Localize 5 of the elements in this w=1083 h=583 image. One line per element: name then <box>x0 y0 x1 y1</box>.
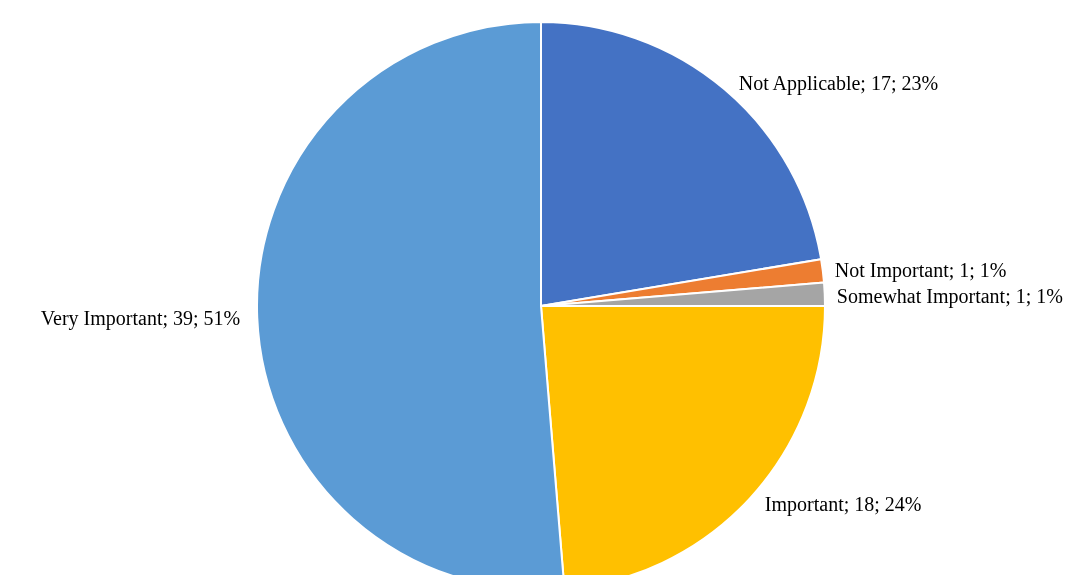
slice-label: Somewhat Important; 1; 1% <box>836 284 1063 308</box>
slice-label: Important; 18; 24% <box>764 492 922 516</box>
slice-label: Not Applicable; 17; 23% <box>738 72 939 96</box>
slice-label: Very Important; 39; 51% <box>40 307 241 331</box>
slice-label: Not Important; 1; 1% <box>834 258 1007 282</box>
